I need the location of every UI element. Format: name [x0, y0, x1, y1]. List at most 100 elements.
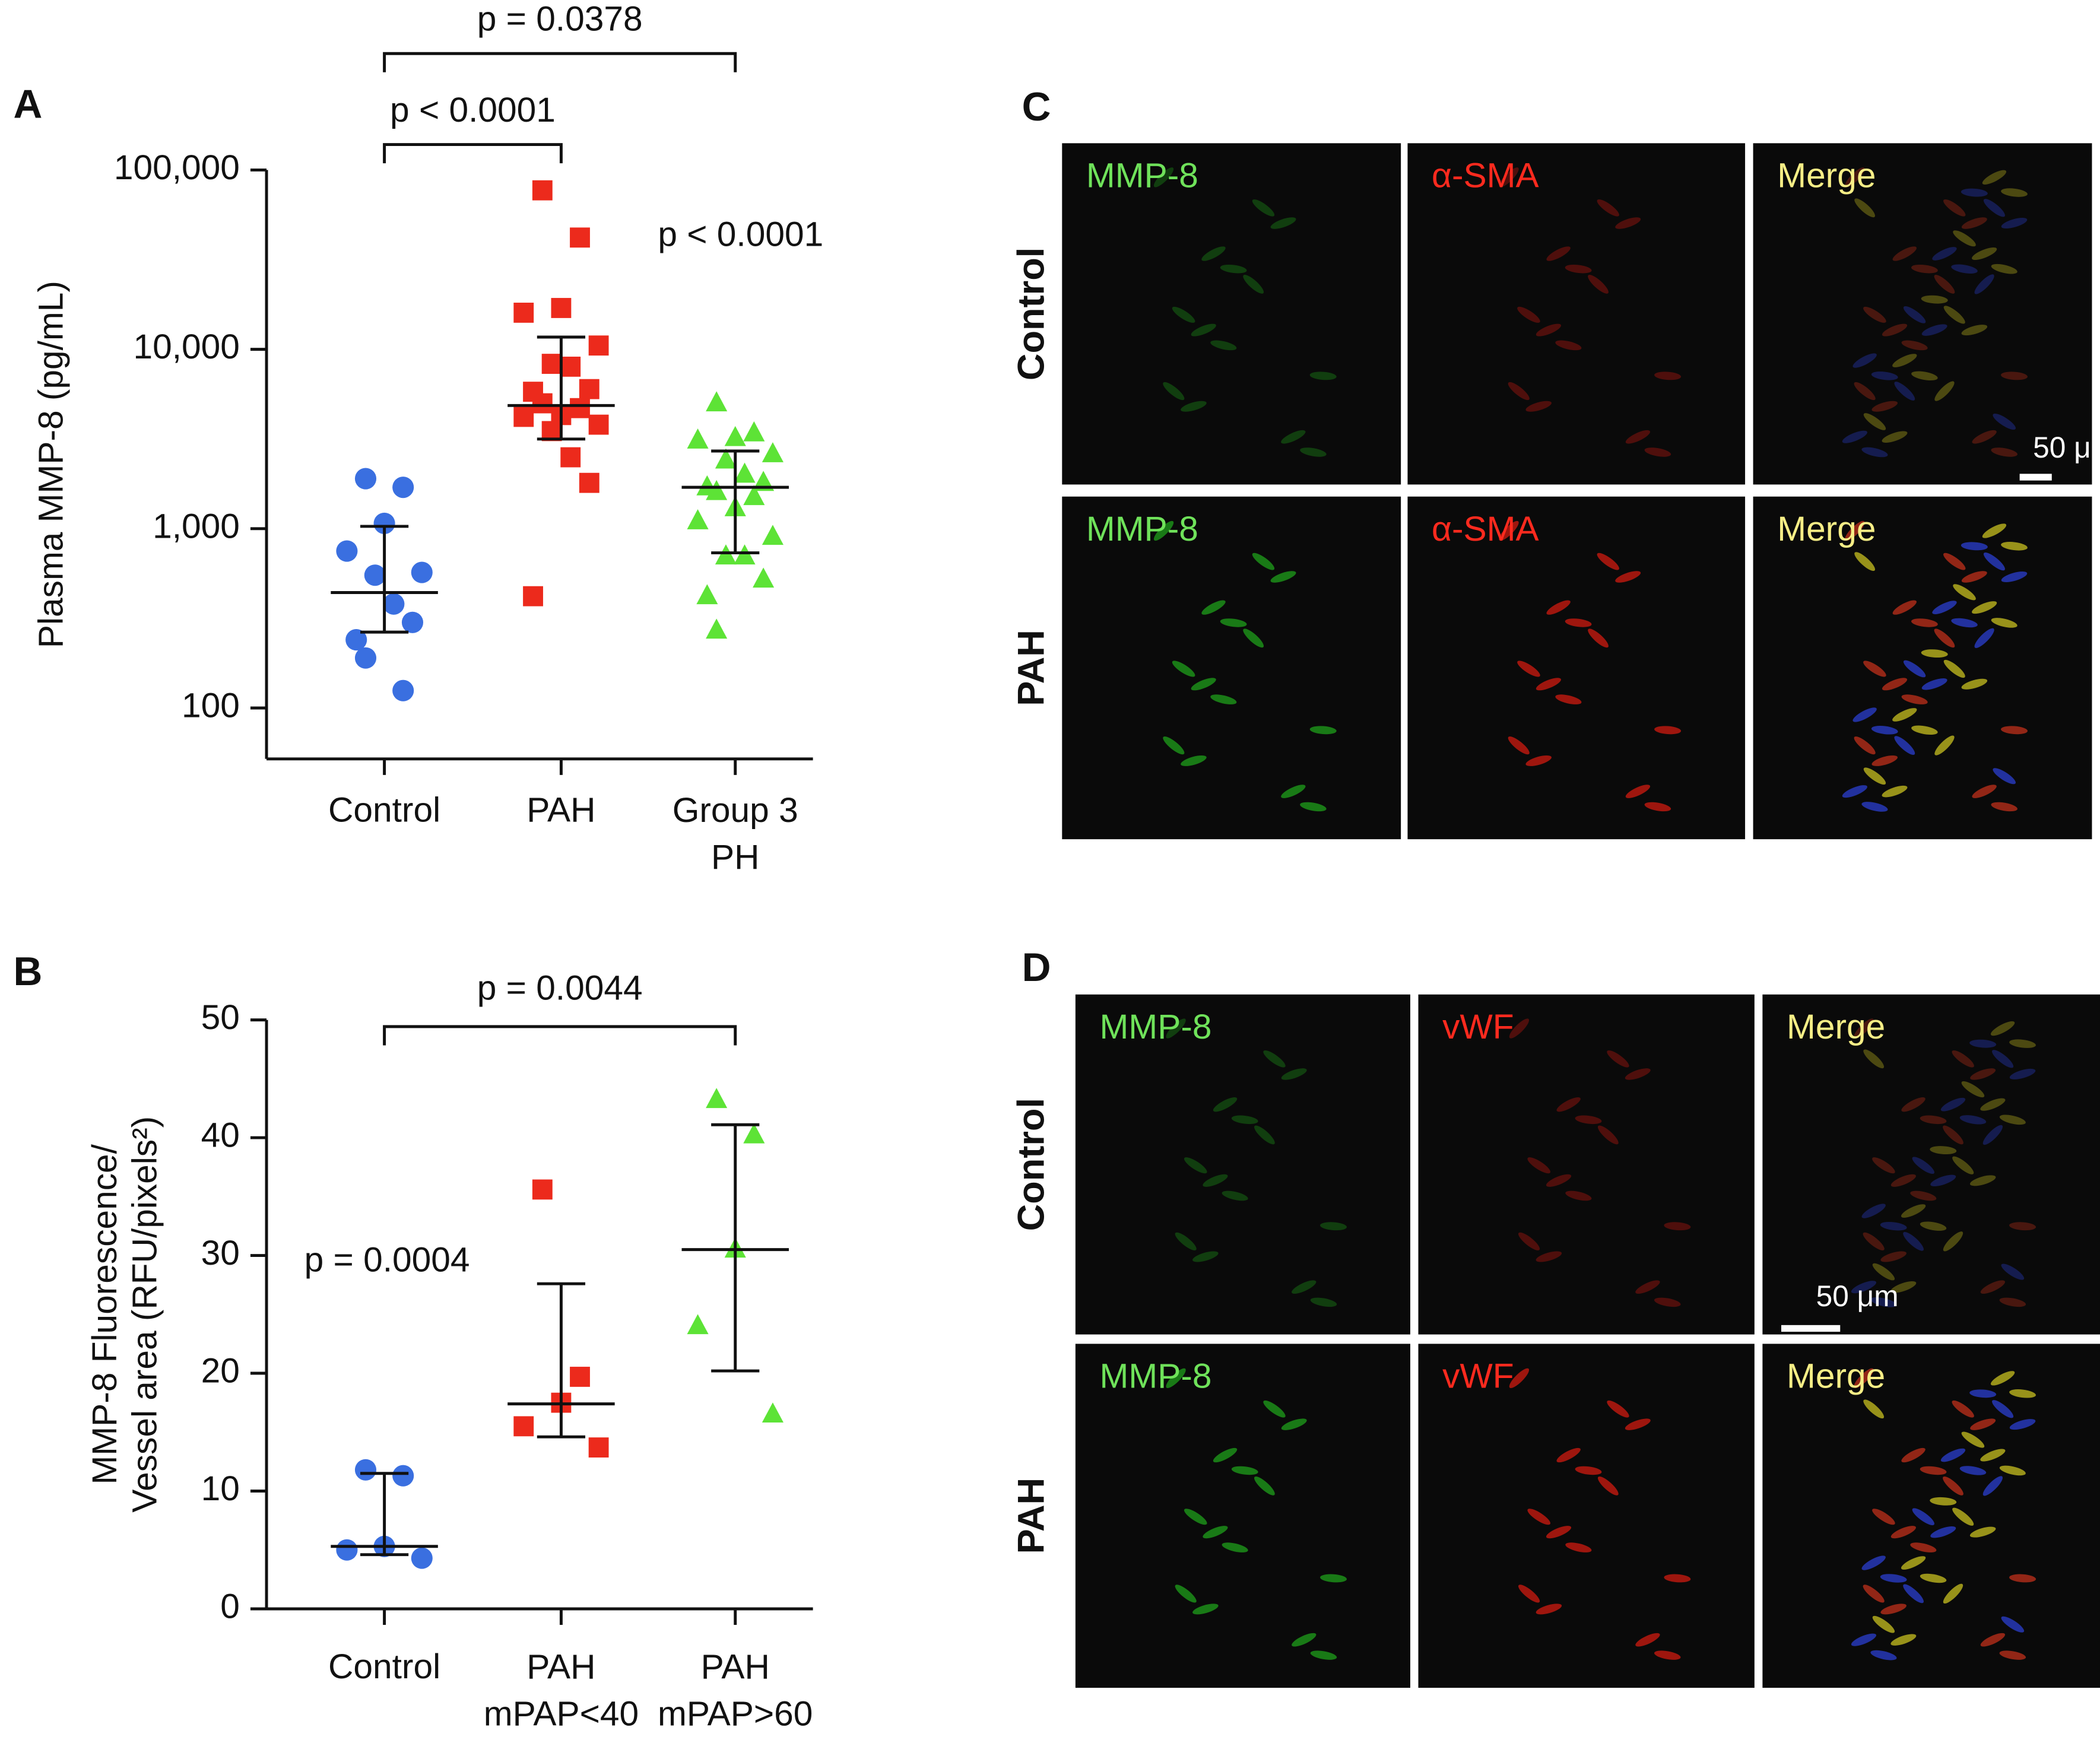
stain: [1518, 1232, 1540, 1250]
stain: [1270, 217, 1296, 229]
stain: [1863, 1049, 1885, 1069]
stain: [1309, 372, 1337, 380]
stain: [1892, 354, 1917, 367]
point: [762, 1402, 783, 1423]
channel-label: Merge: [1787, 1008, 1885, 1046]
point: [570, 227, 590, 248]
stain: [1654, 1297, 1681, 1307]
stain: [1880, 1251, 1907, 1262]
point: [513, 407, 534, 427]
point: [541, 354, 562, 374]
stain: [1890, 1526, 1916, 1539]
y-tick-label: 0: [220, 1587, 240, 1625]
stain: [1972, 247, 1997, 261]
scale-bar: [2019, 474, 2052, 481]
stain: [1517, 661, 1540, 677]
stain: [2009, 1068, 2036, 1079]
stain: [1932, 247, 1957, 261]
point: [706, 1088, 728, 1109]
stain: [2009, 1389, 2036, 1398]
micrograph: [1062, 143, 1401, 485]
stain: [1872, 1157, 1895, 1174]
p-value: p = 0.0004: [304, 1240, 470, 1279]
stain: [1872, 1509, 1895, 1525]
micrograph: [1418, 1344, 1755, 1688]
stain: [1982, 1125, 2003, 1145]
stain: [1153, 520, 1174, 541]
stain: [1940, 1097, 1966, 1112]
stain: [1281, 785, 1306, 798]
point: [743, 421, 765, 442]
micrograph: [1762, 994, 2100, 1335]
y-tick-label: 50: [201, 998, 240, 1037]
stain: [1959, 1466, 1987, 1475]
point: [570, 398, 590, 418]
stain: [1163, 736, 1185, 755]
stain: [1172, 306, 1195, 323]
point: [706, 391, 728, 412]
stain: [1969, 1526, 1996, 1538]
point: [706, 480, 728, 500]
stain: [1992, 1400, 2014, 1418]
micrograph-texture: [1509, 1368, 1691, 1660]
stain: [1999, 1297, 2026, 1307]
stain: [1300, 802, 1327, 812]
stain: [1565, 264, 1592, 274]
stain: [1991, 263, 2017, 274]
channel-label: MMP-8: [1099, 1357, 1211, 1396]
point: [532, 1179, 553, 1200]
micrograph-texture: [1166, 1018, 1347, 1307]
point: [579, 472, 599, 493]
stain: [1863, 413, 1886, 430]
micrograph: [1418, 994, 1755, 1335]
stain: [1890, 1281, 1917, 1293]
stain: [1903, 1231, 1924, 1251]
stain: [1970, 1418, 1996, 1430]
stain: [1961, 542, 1988, 551]
stain: [1625, 430, 1651, 444]
point: [579, 379, 599, 399]
stain: [1952, 1507, 1974, 1526]
stain: [1980, 1280, 2006, 1294]
stain: [2000, 726, 2028, 735]
stain: [1845, 167, 1865, 188]
stain: [1607, 1400, 1629, 1418]
stain: [1871, 372, 1898, 380]
y-tick-label: 20: [201, 1352, 240, 1390]
stain: [1231, 1466, 1258, 1475]
point: [336, 1539, 358, 1561]
stain: [1270, 571, 1296, 583]
stain: [1254, 1125, 1275, 1145]
micrograph-texture: [1851, 1018, 2036, 1307]
stain: [1842, 430, 1867, 443]
point: [560, 356, 581, 377]
point: [687, 509, 709, 529]
stain: [1943, 1583, 1963, 1604]
stain: [1854, 382, 1876, 401]
stain: [1220, 264, 1247, 274]
x-tick-label: PAH mPAP<40: [484, 1647, 639, 1733]
x-tick-label: Group 3 PH: [672, 791, 798, 877]
y-tick-label: 100,000: [114, 148, 240, 187]
stain: [2001, 188, 2028, 197]
stain: [1281, 1068, 1307, 1080]
stain: [1974, 628, 1994, 648]
stain: [1972, 601, 1997, 614]
point: [354, 1459, 377, 1481]
stain: [1943, 1125, 1963, 1145]
stain: [1527, 1157, 1551, 1174]
stain: [1921, 649, 1948, 658]
stain: [1536, 1251, 1562, 1262]
micrograph: [1753, 496, 2092, 840]
stain: [1546, 1526, 1572, 1539]
stain: [1930, 1174, 1956, 1187]
micrograph: [1062, 496, 1401, 840]
point: [532, 393, 553, 414]
stain: [1861, 447, 1888, 458]
stain: [1203, 1174, 1228, 1187]
p-value: p < 0.0001: [390, 91, 556, 129]
stain: [1953, 230, 1976, 247]
stain: [1499, 520, 1519, 541]
stain: [1309, 726, 1337, 735]
stain: [1588, 275, 1609, 294]
